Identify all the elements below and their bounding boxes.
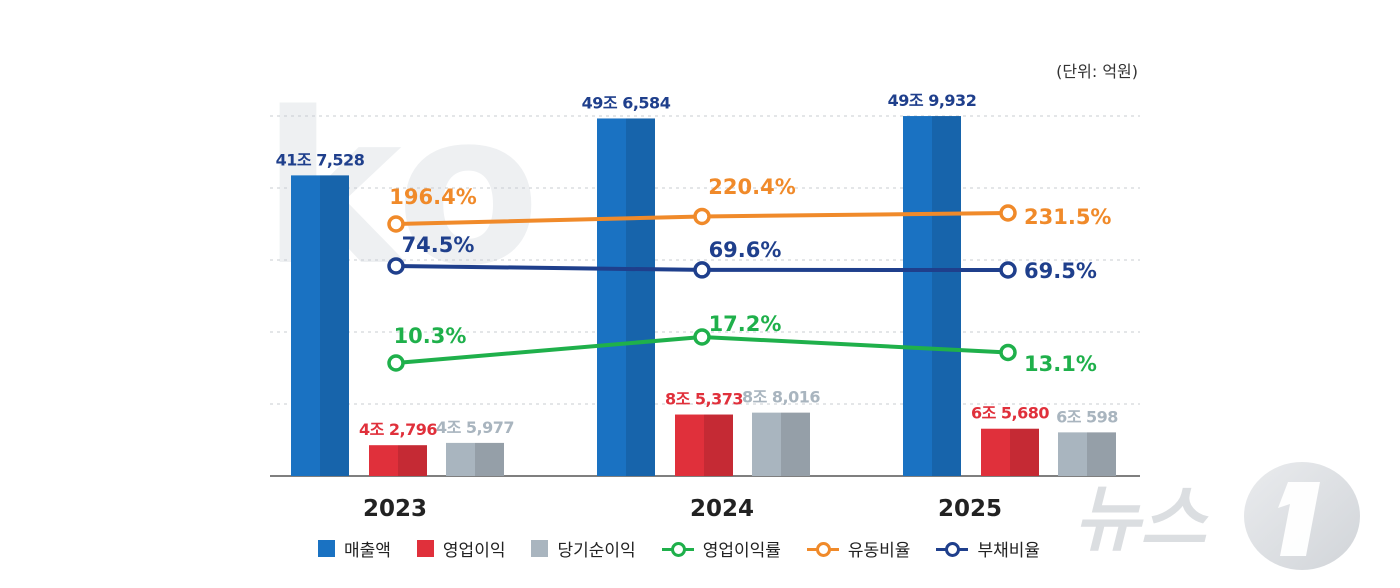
unit-label: (단위: 억원) [1056,62,1138,81]
bar-label-net_profit-2023: 4조 5,977 [436,418,514,437]
bar-op_profit-2023 [369,445,398,476]
bar-shade-net_profit-2025 [1087,432,1116,476]
point-label-debt_ratio-2024: 69.6% [709,238,782,262]
bar-shade-revenue-2025 [932,116,961,477]
bar-label-revenue-2025: 49조 9,932 [888,91,977,110]
legend-item-op_margin: 영업이익률 [661,536,781,561]
bar-label-revenue-2024: 49조 6,584 [582,93,671,112]
bar-revenue-2023 [291,175,320,477]
bar-shade-op_profit-2023 [398,445,427,476]
bar-net_profit-2024 [752,412,781,476]
bar-label-net_profit-2025: 6조 598 [1056,407,1118,426]
point-label-debt_ratio-2023: 74.5% [402,233,475,257]
legend-label: 당기순이익 [557,541,636,561]
legend: 매출액 영업이익 당기순이익 영업이익률 유동비율 부채비율 [318,536,1040,561]
point-current_ratio-2025 [999,204,1017,222]
legend-item-net_profit: 당기순이익 [531,536,636,561]
bar-shade-revenue-2023 [320,175,349,477]
bar-net_profit-2023 [446,442,475,476]
legend-swatch-op_profit [416,540,434,557]
news1-watermark: 뉴스 [1074,462,1360,570]
point-op_margin-2025 [999,343,1017,362]
point-current_ratio-2023 [387,215,405,233]
legend-swatch-current_ratio [806,541,839,557]
point-label-op_margin-2023: 10.3% [394,324,467,348]
legend-item-op_profit: 영업이익 [416,536,506,561]
bar-label-net_profit-2024: 8조 8,016 [742,388,820,407]
point-label-debt_ratio-2025: 69.5% [1024,259,1097,283]
point-debt_ratio-2023 [387,257,405,275]
legend-label: 부채비율 [977,541,1041,561]
bar-shade-net_profit-2024 [781,412,810,476]
point-label-current_ratio-2023: 196.4% [389,185,476,209]
point-label-current_ratio-2024: 220.4% [708,175,795,199]
bar-label-op_profit-2025: 6조 5,680 [971,404,1049,423]
legend-label: 유동비율 [847,541,911,561]
point-op_margin-2023 [387,354,405,372]
point-op_margin-2024 [693,328,711,346]
x-tick-label-2024: 2024 [690,496,754,522]
legend-item-current_ratio: 유동비율 [806,536,911,561]
legend-item-debt_ratio: 부채비율 [936,536,1040,561]
watermark-text: 뉴스 [1074,477,1209,561]
point-label-current_ratio-2025: 231.5% [1024,205,1111,229]
bar-op_profit-2024 [675,414,704,476]
legend-swatch-op_margin [661,541,694,557]
legend-label: 매출액 [344,541,391,561]
bar-shade-op_profit-2024 [704,414,733,476]
bar-revenue-2024 [597,118,626,476]
point-label-op_margin-2025: 13.1% [1024,352,1097,376]
legend-item-revenue: 매출액 [318,536,391,561]
bar-revenue-2025 [903,116,932,477]
point-debt_ratio-2025 [999,261,1017,279]
bar-shade-op_profit-2025 [1010,428,1039,476]
legend-swatch-revenue [318,540,335,557]
bar-net_profit-2025 [1058,432,1087,476]
bar-label-revenue-2023: 41조 7,528 [276,150,365,169]
legend-label: 영업이익 [442,541,506,561]
point-label-op_margin-2024: 17.2% [709,312,782,336]
bar-label-op_profit-2024: 8조 5,373 [665,390,743,409]
bar-op_profit-2025 [981,428,1010,476]
legend-label: 영업이익률 [702,541,781,561]
legend-swatch-debt_ratio [936,541,969,557]
point-current_ratio-2024 [693,207,711,226]
bar-shade-revenue-2024 [626,118,655,476]
legend-swatch-net_profit [531,540,549,557]
bar-shade-net_profit-2023 [475,442,504,476]
point-debt_ratio-2024 [693,261,711,279]
bar-label-op_profit-2023: 4조 2,796 [359,420,437,439]
x-tick-label-2025: 2025 [938,496,1002,522]
x-tick-label-2023: 2023 [363,496,427,522]
